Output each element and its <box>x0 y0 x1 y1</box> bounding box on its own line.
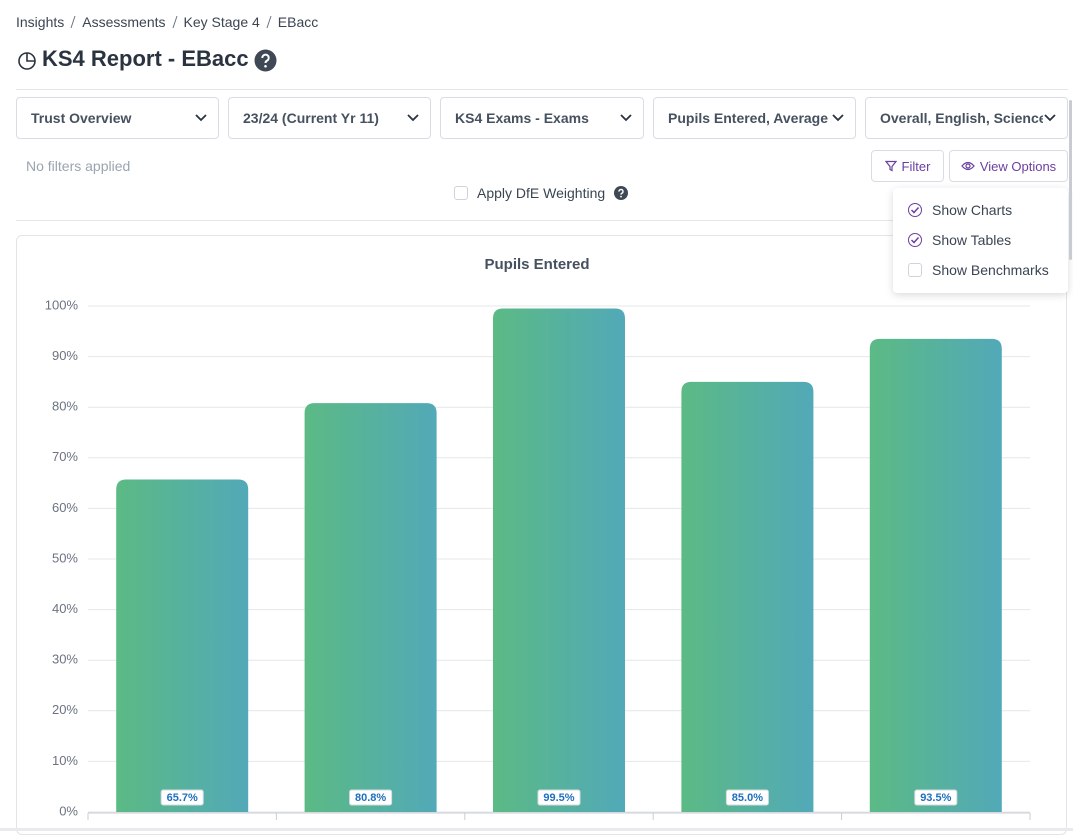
dropdown[interactable]: KS4 Exams - Exams <box>440 97 644 139</box>
separator <box>266 15 272 29</box>
button-label: View Options <box>979 158 1057 174</box>
option-label: Show Charts <box>932 202 1013 218</box>
value-label: 85.0% <box>732 792 763 804</box>
y-tick-label: 0% <box>59 803 78 818</box>
chevron-path <box>195 114 207 122</box>
y-tick-label: 90% <box>52 348 78 363</box>
dropdown[interactable]: Overall, English, Science <box>865 97 1068 139</box>
weighting-toggle[interactable]: Apply DfE Weighting <box>454 185 629 201</box>
chart-title: Pupils Entered <box>484 256 589 273</box>
dropdown-label: Pupils Entered, Average <box>668 110 829 126</box>
y-tick-label: 40% <box>52 601 78 616</box>
breadcrumb-item[interactable]: Assessments <box>82 14 166 30</box>
chevron <box>406 113 420 123</box>
y-tick-label: 60% <box>52 500 78 515</box>
help-icon[interactable] <box>254 49 277 72</box>
divider <box>16 89 1068 90</box>
check-path <box>910 206 920 214</box>
y-tick-label: 30% <box>52 652 78 667</box>
divider <box>16 220 1068 221</box>
filter-button[interactable]: Filter <box>871 150 944 182</box>
chevron <box>1043 113 1057 123</box>
value-label-box <box>160 789 204 806</box>
dropdown[interactable]: 23/24 (Current Yr 11) <box>228 97 431 139</box>
y-tick-label: 10% <box>52 753 78 768</box>
breadcrumb-item[interactable]: EBacc <box>277 14 319 30</box>
breadcrumb: Insights Assessments Key Stage 4 EBacc <box>16 13 318 31</box>
menu-option[interactable]: Show Charts <box>908 202 1012 218</box>
separator <box>70 15 76 29</box>
filter-status: No filters applied <box>26 158 131 174</box>
checkbox-label: Apply DfE Weighting <box>477 185 606 201</box>
dropdown-label: Overall, English, Science <box>880 110 1047 126</box>
eye-icon <box>961 161 975 171</box>
report-icon <box>18 52 36 70</box>
value-label-box <box>725 789 769 806</box>
chart: Pupils Entered 0% 10% 20% 30% 40% 50% 60% 70% 80… <box>45 256 1031 820</box>
page-title: KS4 Report - EBacc <box>42 46 249 71</box>
value-label-box <box>537 789 581 806</box>
y-tick-label: 80% <box>52 399 78 414</box>
option-label: Show Tables <box>932 232 1012 248</box>
bar <box>304 403 437 812</box>
value-label-box <box>914 789 958 806</box>
chevron-path <box>407 114 419 122</box>
check <box>910 206 920 214</box>
help-icon[interactable] <box>614 186 629 200</box>
chevron-path <box>1044 114 1056 122</box>
checkbox[interactable] <box>908 203 922 217</box>
dropdown[interactable]: Pupils Entered, Average <box>653 97 856 139</box>
scrollbar[interactable] <box>1069 100 1072 260</box>
check <box>910 236 920 244</box>
checkbox[interactable] <box>454 186 468 200</box>
value-label: 99.5% <box>543 792 574 804</box>
y-tick-label: 100% <box>45 297 79 312</box>
bar <box>681 381 814 812</box>
view-options-button[interactable]: View Options <box>949 150 1068 182</box>
separator <box>172 15 177 29</box>
y-tick-label: 50% <box>52 550 78 565</box>
menu-option[interactable]: Show Tables <box>908 232 1011 248</box>
slash <box>172 15 177 29</box>
slash <box>266 15 272 29</box>
value-label: 93.5% <box>920 792 951 804</box>
view-options-menu: Show Charts Show Tables Show Benchmarks <box>893 188 1068 293</box>
checkbox[interactable] <box>908 263 922 277</box>
chevron <box>619 113 633 123</box>
chevron-path <box>620 114 632 122</box>
value-label: 65.7% <box>167 792 198 804</box>
bar <box>493 308 625 812</box>
scrollbar[interactable] <box>0 828 1073 831</box>
chevron-path <box>832 114 844 122</box>
value-label-box <box>349 789 393 806</box>
dropdown-label: KS4 Exams - Exams <box>455 110 589 126</box>
breadcrumb-item[interactable]: Insights <box>16 14 65 30</box>
breadcrumb-item[interactable]: Key Stage 4 <box>183 14 260 30</box>
option-label: Show Benchmarks <box>932 262 1049 278</box>
dropdown-label: Trust Overview <box>31 110 132 126</box>
dropdown-label: 23/24 (Current Yr 11) <box>243 110 379 126</box>
y-tick-label: 20% <box>52 702 78 717</box>
menu-option[interactable]: Show Benchmarks <box>908 262 1049 278</box>
slash <box>70 15 76 29</box>
button-label: Filter <box>901 158 931 174</box>
y-tick-label: 70% <box>52 449 78 464</box>
filter-icon <box>884 160 897 172</box>
value-label: 80.8% <box>355 792 386 804</box>
bar <box>869 338 1002 812</box>
checkbox[interactable] <box>908 233 922 247</box>
chevron <box>831 113 845 123</box>
bar <box>116 479 249 812</box>
chevron <box>194 113 208 123</box>
check-path <box>910 236 920 244</box>
dropdown[interactable]: Trust Overview <box>16 97 219 139</box>
